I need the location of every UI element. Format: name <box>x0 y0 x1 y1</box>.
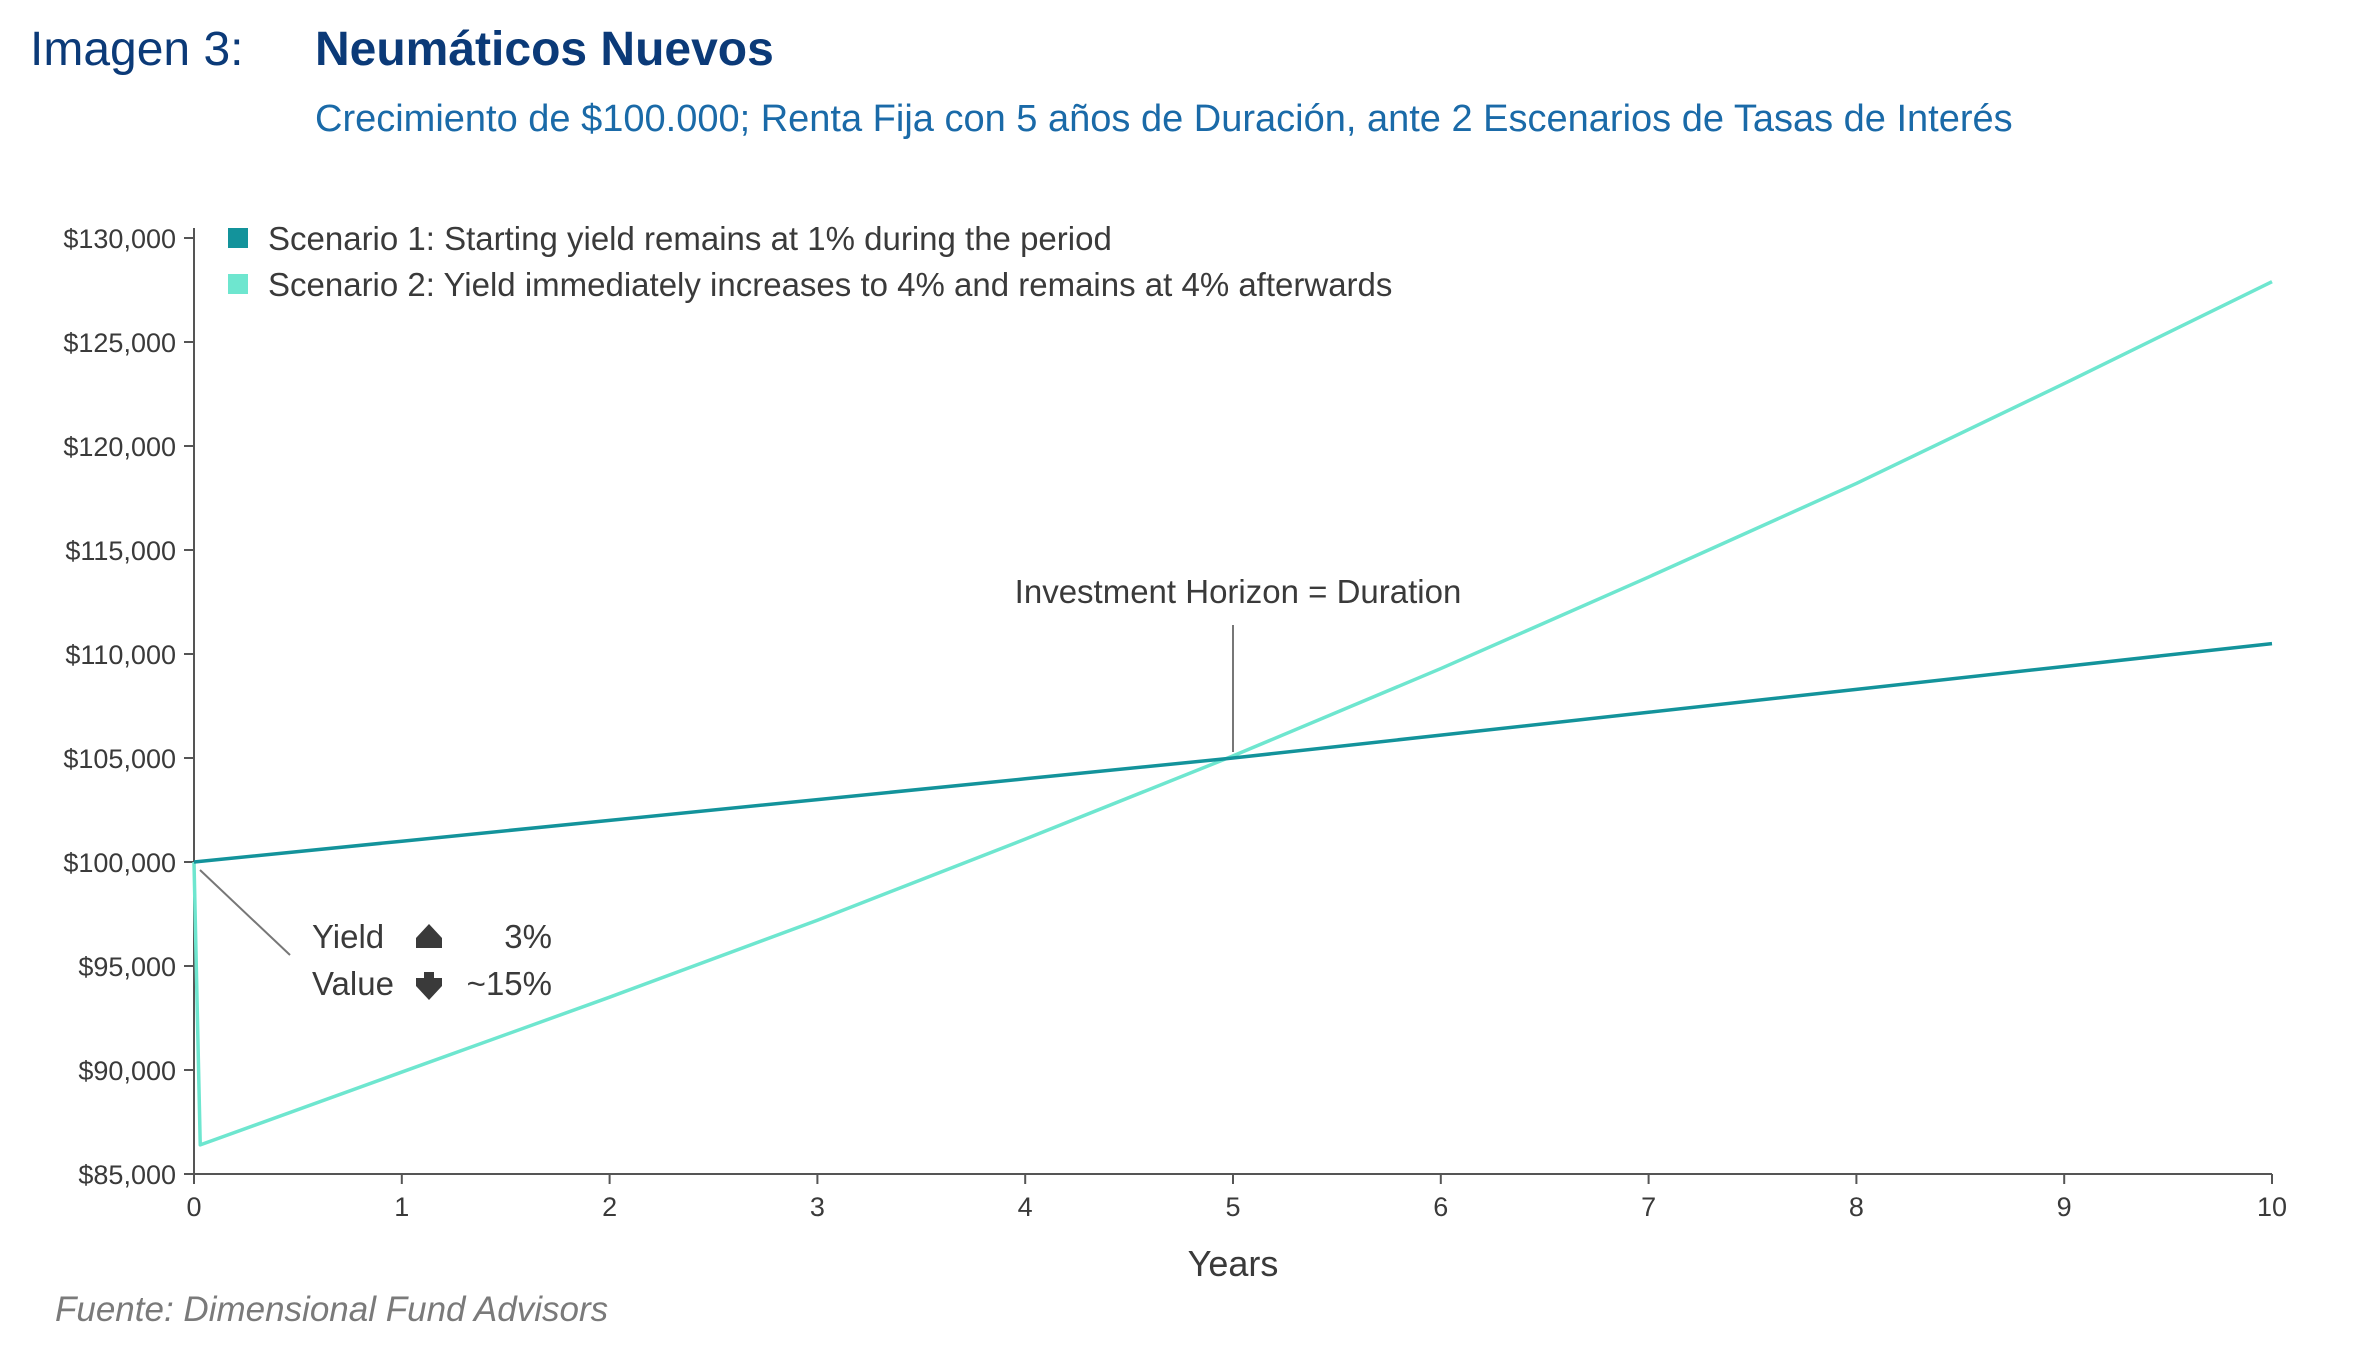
figure-label: Imagen 3: <box>30 23 244 76</box>
series-line-2 <box>192 280 2273 1147</box>
legend: Scenario 1: Starting yield remains at 1%… <box>228 220 1392 303</box>
x-axis-title: Years <box>1188 1243 1279 1284</box>
x-tick-label: 5 <box>1225 1192 1240 1222</box>
x-tick-label: 4 <box>1018 1192 1033 1222</box>
legend-label-1: Scenario 1: Starting yield remains at 1%… <box>268 220 1112 257</box>
series-line-1 <box>193 641 2273 864</box>
source-note: Fuente: Dimensional Fund Advisors <box>55 1290 609 1329</box>
yield-value: 3% <box>504 918 552 955</box>
series-lines <box>192 280 2273 1147</box>
x-tick-label: 7 <box>1641 1192 1656 1222</box>
x-tick-label: 8 <box>1849 1192 1864 1222</box>
y-tick-label: $85,000 <box>78 1160 176 1190</box>
y-tick-label: $95,000 <box>78 952 176 982</box>
x-tick-label: 3 <box>810 1192 825 1222</box>
figure-subtitle: Crecimiento de $100.000; Renta Fija con … <box>315 98 2013 140</box>
y-axis-ticks: $85,000 $90,000 $95,000 $100,000 $105,000 $11… <box>63 224 194 1190</box>
arrow-down-icon <box>416 978 442 1000</box>
y-tick-label: $115,000 <box>65 536 176 566</box>
axes <box>193 228 2272 1175</box>
arrow-up-stem <box>424 936 434 948</box>
legend-swatch-1 <box>228 228 248 248</box>
horizon-label: Investment Horizon = Duration <box>1015 573 1462 610</box>
y-tick-label: $130,000 <box>63 224 176 254</box>
annotations: Investment Horizon = Duration Yield 3% Valu… <box>199 573 1462 1002</box>
yield-leader-line <box>199 869 291 956</box>
x-tick-label: 1 <box>394 1192 409 1222</box>
y-tick-label: $125,000 <box>63 328 176 358</box>
y-tick-label: $105,000 <box>63 744 176 774</box>
arrow-down-stem <box>424 972 434 986</box>
legend-label-2: Scenario 2: Yield immediately increases … <box>268 266 1392 303</box>
x-tick-label: 0 <box>186 1192 201 1222</box>
y-tick-label: $100,000 <box>63 848 176 878</box>
legend-swatch-2 <box>228 274 248 294</box>
x-tick-label: 10 <box>2257 1192 2287 1222</box>
y-tick-label: $120,000 <box>63 432 176 462</box>
y-tick-label: $110,000 <box>65 640 176 670</box>
y-tick-label: $90,000 <box>78 1056 176 1086</box>
x-tick-label: 6 <box>1433 1192 1448 1222</box>
x-axis-ticks: 0 1 2 3 4 5 6 7 8 9 10 <box>186 1174 2287 1222</box>
figure-title: Neumáticos Nuevos <box>315 23 774 76</box>
x-tick-label: 2 <box>602 1192 617 1222</box>
yield-label: Yield <box>312 918 384 955</box>
value-label: Value <box>312 965 394 1002</box>
x-tick-label: 9 <box>2057 1192 2072 1222</box>
value-value: ~15% <box>467 965 552 1002</box>
